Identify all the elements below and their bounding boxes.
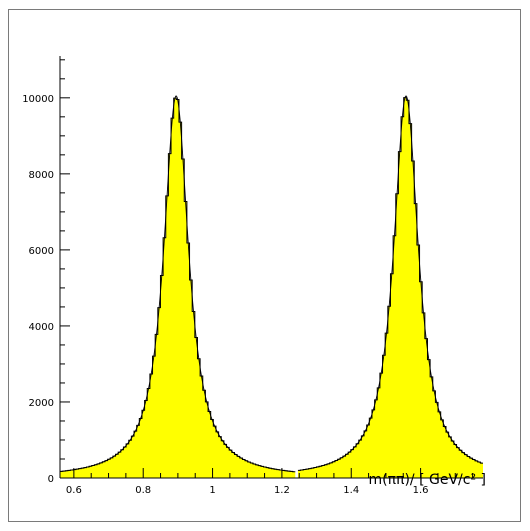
peak-1-fill bbox=[60, 98, 296, 478]
y-tick-label: 10000 bbox=[22, 94, 54, 105]
tick-labels: 0 2000 4000 6000 8000 10000 0.6 0.8 1 1.2 1.4 1.6 bbox=[22, 94, 428, 496]
y-tick-label: 8000 bbox=[29, 170, 54, 181]
x-tick-label: 0.6 bbox=[66, 485, 82, 496]
histogram-outlines bbox=[59, 95, 483, 473]
axes bbox=[59, 56, 483, 479]
ticks bbox=[60, 59, 474, 479]
x-tick-label: 1.6 bbox=[413, 485, 429, 496]
histogram-fills bbox=[60, 97, 483, 479]
y-tick-label: 2000 bbox=[29, 398, 54, 409]
y-tick-label: 6000 bbox=[29, 246, 54, 257]
x-tick-label: 1 bbox=[209, 485, 215, 496]
y-tick-label: 0 bbox=[48, 474, 54, 485]
x-tick-label: 0.8 bbox=[135, 485, 151, 496]
x-tick-label: 1.2 bbox=[274, 485, 290, 496]
peak-1-fit-curve bbox=[59, 95, 294, 473]
x-tick-label: 1.4 bbox=[343, 485, 359, 496]
canvas-frame bbox=[8, 9, 521, 522]
x-axis-title: m(ππ)/ [ GeV/c² ] bbox=[369, 472, 486, 488]
y-tick-label: 4000 bbox=[29, 322, 54, 333]
peak-2-fit-curve bbox=[299, 95, 483, 471]
